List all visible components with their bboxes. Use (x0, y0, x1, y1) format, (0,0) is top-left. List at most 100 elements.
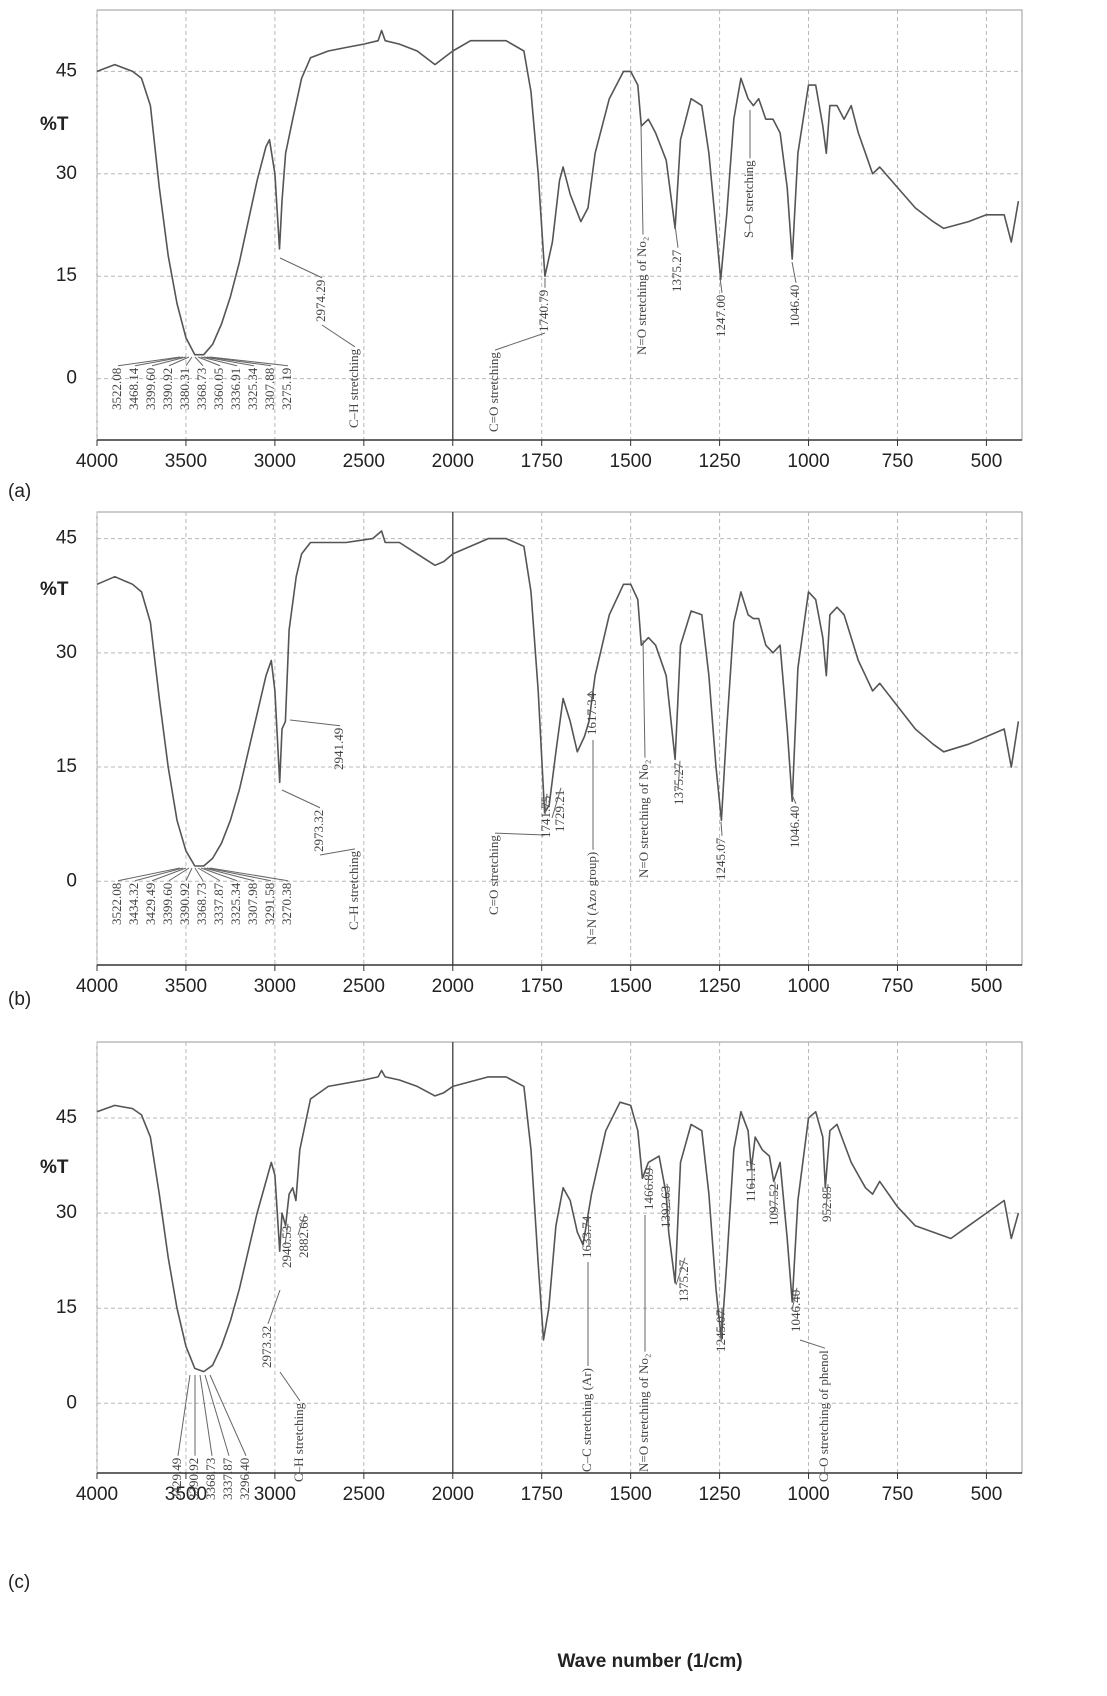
leader-line (209, 867, 289, 882)
leader-line (185, 867, 193, 881)
annotation: 3368.73 (194, 368, 209, 410)
annotation: 1633.74 (579, 1215, 594, 1258)
leader-line (203, 356, 255, 367)
annotation: C–H stretching (291, 1402, 306, 1482)
x-tick-label: 500 (971, 451, 1003, 472)
leader-line (666, 1183, 671, 1211)
annotation: 1245.07 (713, 1309, 728, 1352)
x-tick-label: 3000 (254, 1484, 296, 1505)
y-tick-label: 0 (66, 870, 77, 891)
annotation: 1617.34 (584, 692, 599, 735)
x-tick-label: 3500 (165, 976, 207, 997)
annotation: 3275.19 (279, 368, 294, 410)
x-tick-label: 2500 (343, 976, 385, 997)
leader-line (134, 867, 184, 882)
x-tick-label: 1750 (521, 976, 563, 997)
spectrum-line (96, 530, 1020, 867)
annotation: 1161.17 (743, 1160, 758, 1202)
leader-line (319, 848, 356, 856)
leader-line (209, 356, 289, 367)
leader-line (151, 356, 187, 367)
leader-line (117, 356, 181, 367)
leader-line (206, 356, 272, 367)
leader-line (200, 356, 238, 367)
leader-line (203, 867, 255, 882)
annotation: 3468.14 (126, 367, 141, 410)
annotation: C=O stretching (486, 835, 501, 915)
x-tick-label: 1500 (610, 451, 652, 472)
leader-line (677, 760, 681, 791)
leader-line (279, 257, 323, 279)
annotation: 1046.40 (787, 285, 802, 327)
annotation: 3390.92 (177, 883, 192, 925)
annotation: 2973.32 (259, 1326, 274, 1368)
y-tick-label: 45 (56, 60, 77, 81)
spectrum-line (96, 1069, 1020, 1373)
x-tick-label: 2500 (343, 1484, 385, 1505)
x-tick-label: 4000 (76, 976, 118, 997)
x-tick-label: 1500 (610, 976, 652, 997)
x-tick-label: 500 (971, 976, 1003, 997)
leader-line (117, 867, 181, 882)
leader-line (544, 793, 548, 816)
leader-line (200, 867, 238, 882)
annotation: 3429.49 (169, 1458, 184, 1500)
x-tick-label: 750 (882, 1484, 914, 1505)
x-tick-label: 1250 (698, 451, 740, 472)
x-tick-label: 1500 (610, 1484, 652, 1505)
annotation: 3360.05 (211, 368, 226, 410)
annotation: 1046.40 (788, 1290, 803, 1332)
annotation: 3522.08 (109, 883, 124, 925)
panel-label: (b) (8, 989, 31, 1010)
leader-line (185, 356, 193, 367)
leader-line (284, 1223, 289, 1246)
leader-line (168, 867, 190, 882)
leader-line (134, 356, 184, 367)
annotation: 3399.60 (143, 368, 158, 410)
annotation: 3399.60 (160, 883, 175, 925)
x-tick-label: 2000 (432, 451, 474, 472)
annotation: 3434.32 (126, 883, 141, 925)
annotation: 2973.32 (311, 810, 326, 852)
annotation: 3296.40 (237, 1458, 252, 1500)
x-tick-label: 1000 (787, 976, 829, 997)
y-tick-label: 45 (56, 1107, 77, 1128)
annotation: C=O stretching (486, 352, 501, 432)
annotation: 3336.91 (228, 368, 243, 410)
x-tick-label: 1000 (787, 1484, 829, 1505)
annotation: 2974.29 (313, 280, 328, 322)
x-tick-label: 1750 (521, 1484, 563, 1505)
annotation: 3270.38 (279, 883, 294, 925)
leader-line (799, 1339, 826, 1349)
annotation: 1392.63 (658, 1186, 673, 1228)
leader-line (204, 1374, 230, 1456)
annotation: N=O stretching of No₂ (636, 760, 651, 878)
x-tick-label: 2000 (432, 976, 474, 997)
y-axis-label: %T (40, 114, 69, 135)
y-axis-label: %T (40, 579, 69, 600)
x-tick-label: 1250 (698, 976, 740, 997)
leader-line (791, 1287, 798, 1311)
annotation: 3307.88 (262, 368, 277, 410)
leader-line (551, 787, 562, 819)
x-tick-label: 750 (882, 451, 914, 472)
annotation: 3337.87 (220, 1457, 235, 1500)
x-tick-label: 3500 (165, 1484, 207, 1505)
leader-line (168, 356, 190, 367)
y-tick-label: 15 (56, 265, 77, 286)
annotation: 3390.92 (186, 1458, 201, 1500)
x-tick-label: 500 (971, 1484, 1003, 1505)
annotation: C–C stretching (Ar) (579, 1368, 594, 1472)
leader-line (494, 832, 546, 836)
y-tick-label: 30 (56, 1202, 77, 1223)
annotation: 1741.75 (538, 796, 553, 838)
plot-frame (96, 1041, 1023, 1474)
x-tick-label: 1000 (787, 451, 829, 472)
annotation: 2940.53 (279, 1226, 294, 1268)
leader-line (675, 1257, 686, 1286)
panel-label: (c) (8, 1572, 30, 1593)
leader-line (289, 719, 341, 727)
annotation: 1466.89 (641, 1168, 656, 1210)
